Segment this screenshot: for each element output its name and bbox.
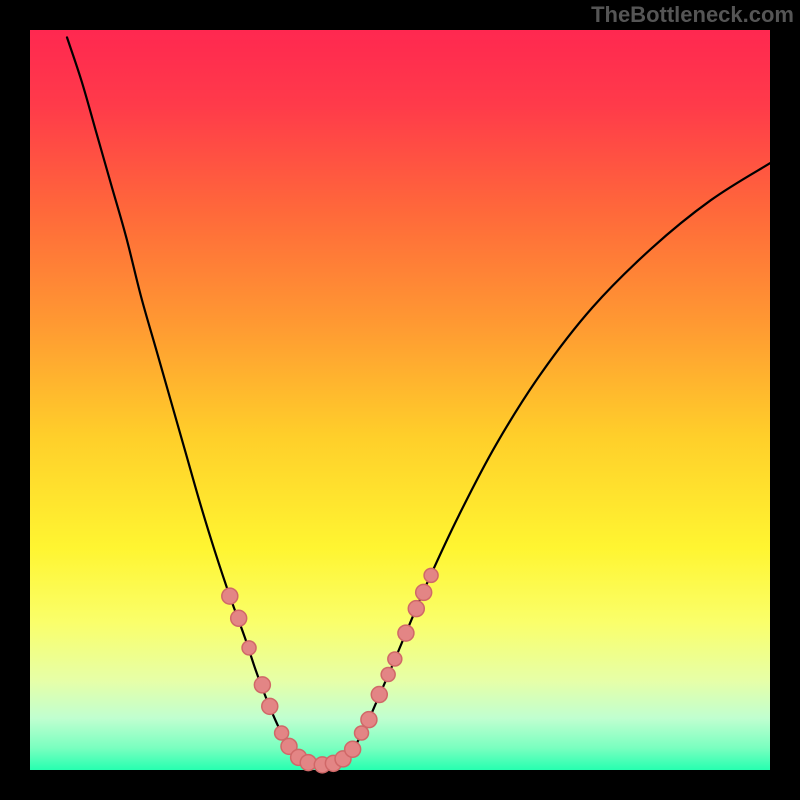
data-marker <box>416 584 432 600</box>
data-marker <box>361 712 377 728</box>
data-marker <box>381 668 395 682</box>
attribution-text: TheBottleneck.com <box>591 2 794 27</box>
data-marker <box>222 588 238 604</box>
data-marker <box>355 726 369 740</box>
data-marker <box>345 741 361 757</box>
data-marker <box>388 652 402 666</box>
bottleneck-chart: TheBottleneck.com <box>0 0 800 800</box>
chart-svg: TheBottleneck.com <box>0 0 800 800</box>
data-marker <box>231 610 247 626</box>
data-marker <box>424 568 438 582</box>
data-marker <box>398 625 414 641</box>
data-marker <box>275 726 289 740</box>
data-marker <box>408 601 424 617</box>
data-marker <box>371 687 387 703</box>
data-marker <box>254 677 270 693</box>
data-marker <box>262 698 278 714</box>
data-marker <box>242 641 256 655</box>
